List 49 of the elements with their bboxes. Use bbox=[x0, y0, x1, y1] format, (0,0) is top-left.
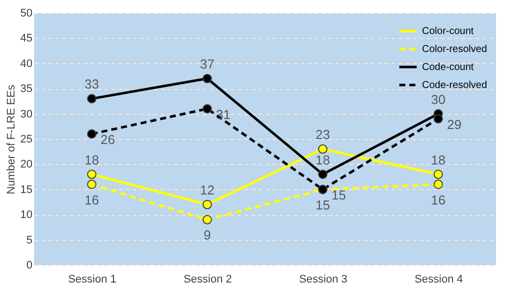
data-label: 15 bbox=[332, 187, 346, 202]
y-tick-label: 35 bbox=[20, 83, 32, 96]
data-label: 18 bbox=[431, 152, 446, 168]
data-label: 37 bbox=[200, 56, 214, 72]
legend-label: Color-count bbox=[422, 26, 474, 37]
point bbox=[202, 74, 212, 84]
data-label: 23 bbox=[316, 127, 330, 142]
y-tick-label: 25 bbox=[20, 134, 32, 146]
point bbox=[434, 180, 443, 190]
data-label: 31 bbox=[216, 106, 230, 122]
point bbox=[87, 170, 96, 179]
data-label: 33 bbox=[84, 76, 99, 92]
point bbox=[318, 144, 328, 154]
legend-label: Code-count bbox=[422, 62, 474, 73]
x-tick-label: Session 3 bbox=[299, 274, 348, 283]
data-label: 18 bbox=[316, 152, 330, 168]
data-label: 16 bbox=[431, 192, 446, 208]
data-label: 16 bbox=[84, 192, 99, 208]
point bbox=[202, 200, 212, 210]
y-tick-label: 45 bbox=[20, 32, 32, 45]
data-label: 29 bbox=[447, 116, 462, 132]
y-tick-label: 10 bbox=[20, 209, 32, 222]
point bbox=[202, 214, 212, 224]
point bbox=[87, 129, 96, 139]
data-label: 26 bbox=[100, 132, 115, 147]
y-tick-label: 40 bbox=[20, 58, 32, 70]
point bbox=[434, 114, 443, 124]
point bbox=[87, 94, 96, 104]
point bbox=[202, 104, 212, 114]
y-tick-label: 0 bbox=[26, 260, 32, 272]
x-tick-label: Session 2 bbox=[184, 274, 232, 283]
data-label: 18 bbox=[84, 152, 99, 168]
point bbox=[434, 170, 443, 179]
y-tick-label: 30 bbox=[20, 108, 32, 120]
data-label: 30 bbox=[431, 92, 446, 107]
data-label: 12 bbox=[200, 182, 214, 198]
y-tick-label: 20 bbox=[20, 158, 32, 171]
point bbox=[87, 180, 96, 190]
y-tick-label: 15 bbox=[20, 184, 32, 196]
data-label: 9 bbox=[204, 228, 211, 243]
y-tick-label: 5 bbox=[26, 234, 32, 246]
y-tick-label: 50 bbox=[20, 8, 32, 20]
x-tick-label: Session 1 bbox=[68, 274, 116, 283]
data-label: 15 bbox=[316, 197, 330, 212]
legend-label: Color-resolved bbox=[422, 44, 488, 55]
x-tick-label: Session 4 bbox=[414, 274, 463, 283]
point bbox=[318, 170, 328, 179]
legend-label: Code-resolved bbox=[422, 80, 488, 91]
y-axis-title: Number of F-LRE EEs bbox=[5, 84, 18, 194]
